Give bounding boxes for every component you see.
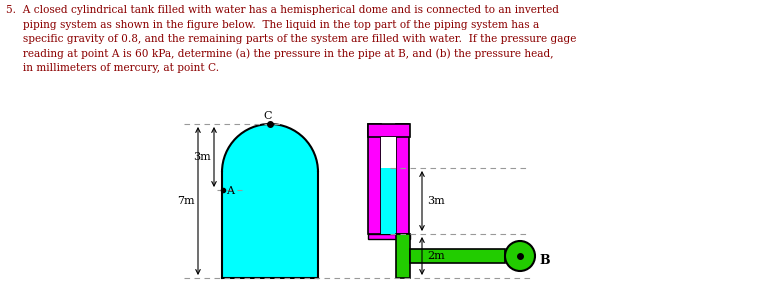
Text: C: C <box>263 111 273 121</box>
Text: 3m: 3m <box>427 196 445 206</box>
Bar <box>368 234 410 239</box>
Text: piping system as shown in the figure below.  The liquid in the top part of the p: piping system as shown in the figure bel… <box>6 20 539 30</box>
Text: 5.  A closed cylindrical tank filled with water has a hemispherical dome and is : 5. A closed cylindrical tank filled with… <box>6 5 559 15</box>
Bar <box>410 249 505 263</box>
Wedge shape <box>222 124 318 172</box>
Bar <box>396 234 410 278</box>
Bar <box>396 124 409 234</box>
Text: B: B <box>539 253 550 266</box>
Bar <box>381 137 396 234</box>
Text: 7m: 7m <box>177 196 195 206</box>
Bar <box>381 168 396 234</box>
Bar <box>368 124 381 234</box>
Bar <box>222 172 318 278</box>
Text: A: A <box>226 186 234 196</box>
Text: 2m: 2m <box>427 251 445 261</box>
Text: specific gravity of 0.8, and the remaining parts of the system are filled with w: specific gravity of 0.8, and the remaini… <box>6 34 576 44</box>
Bar <box>368 124 410 137</box>
Text: in millimeters of mercury, at point C.: in millimeters of mercury, at point C. <box>6 63 219 73</box>
Text: reading at point A is 60 kPa, determine (a) the pressure in the pipe at B, and (: reading at point A is 60 kPa, determine … <box>6 49 553 59</box>
Circle shape <box>505 241 535 271</box>
Text: 3m: 3m <box>193 152 211 162</box>
